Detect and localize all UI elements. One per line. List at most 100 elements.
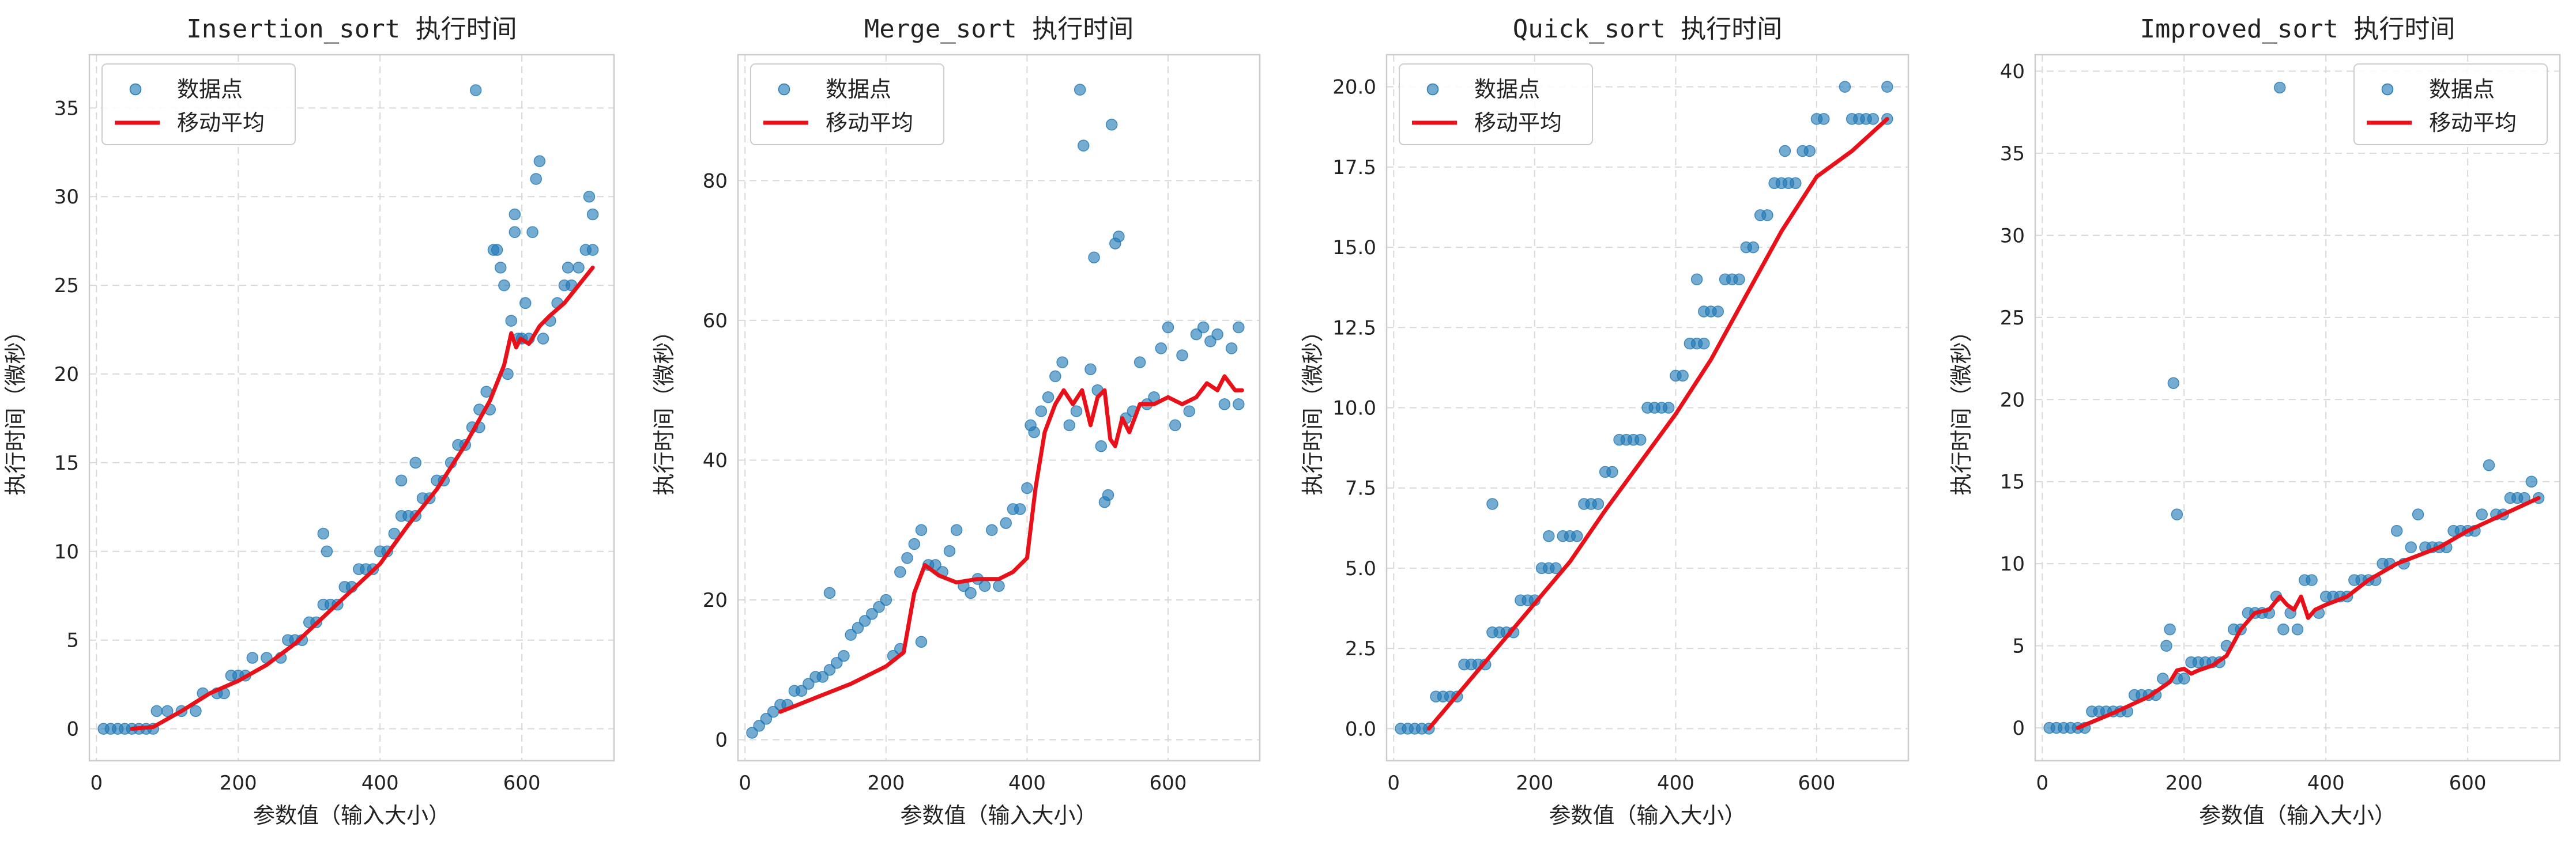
x-tick-label: 200 — [220, 772, 257, 795]
data-point — [494, 262, 507, 274]
plot-frame — [2034, 54, 2561, 762]
data-point — [1105, 119, 1118, 131]
y-tick-label: 0 — [66, 718, 79, 741]
data-point — [1225, 342, 1238, 354]
y-tick-label: 17.5 — [1332, 156, 1376, 179]
y-axis-label: 执行时间（微秒） — [1949, 320, 1974, 495]
legend-label-line: 移动平均 — [826, 110, 913, 135]
data-point — [2525, 475, 2538, 488]
data-point — [321, 545, 333, 558]
y-axis-label: 执行时间（微秒） — [3, 320, 28, 495]
data-point — [519, 297, 532, 309]
data-point — [409, 456, 421, 469]
data-point — [943, 545, 956, 557]
data-point — [469, 84, 482, 96]
legend-label-line: 移动平均 — [177, 110, 265, 135]
data-point — [1088, 251, 1100, 263]
data-point — [2476, 508, 2488, 520]
y-tick-label: 10 — [2000, 553, 2025, 576]
data-point — [950, 524, 963, 537]
x-axis-label: 参数值（输入大小） — [900, 803, 1097, 828]
y-tick-label: 15 — [2000, 471, 2025, 494]
moving-average-line — [2076, 496, 2541, 730]
data-point — [965, 587, 977, 599]
x-tick-label: 400 — [2307, 772, 2345, 795]
x-tick-label: 0 — [1387, 772, 1400, 795]
data-point — [526, 226, 538, 239]
legend-scatter-marker — [2381, 83, 2394, 96]
data-point — [894, 566, 906, 578]
legend-scatter-marker — [778, 83, 790, 96]
y-axis-label: 执行时间（微秒） — [651, 320, 677, 495]
data-point — [1176, 349, 1188, 361]
data-point — [190, 705, 202, 717]
data-point — [1733, 273, 1745, 286]
data-point — [1035, 405, 1048, 417]
y-tick-label: 12.5 — [1332, 316, 1376, 339]
data-point — [1155, 342, 1168, 354]
data-point — [586, 244, 599, 256]
data-point — [2167, 377, 2180, 390]
data-point — [161, 705, 174, 717]
moving-average-line — [778, 374, 1244, 714]
data-point — [845, 629, 857, 641]
data-point — [246, 652, 259, 664]
data-point — [2164, 623, 2176, 636]
moving-average-line — [1426, 116, 1889, 731]
data-point — [866, 608, 878, 620]
y-tick-label: 80 — [703, 169, 728, 192]
data-point — [993, 580, 1005, 592]
data-point — [2274, 81, 2286, 94]
y-tick-label: 60 — [703, 309, 728, 333]
x-tick-label: 400 — [361, 772, 399, 795]
data-point — [1233, 321, 1245, 334]
data-point — [1779, 145, 1791, 157]
data-point — [1049, 370, 1061, 383]
data-point — [1690, 273, 1703, 286]
data-point — [978, 580, 991, 592]
y-tick-label: 2.5 — [1345, 637, 1376, 660]
legend-label-scatter: 数据点 — [177, 77, 243, 102]
data-point — [1183, 405, 1195, 417]
x-axis-label: 参数值（输入大小） — [2199, 803, 2396, 828]
data-point — [1204, 335, 1217, 348]
y-tick-label: 30 — [2000, 224, 2025, 247]
y-tick-label: 35 — [2000, 142, 2025, 165]
data-point — [1028, 426, 1040, 439]
y-tick-label: 15 — [54, 452, 79, 475]
y-axis-label: 执行时间（微秒） — [1300, 320, 1325, 495]
chart-title: Insertion_sort 执行时间 — [186, 14, 517, 44]
data-point — [1486, 498, 1498, 510]
data-point — [908, 538, 920, 550]
y-tick-label: 30 — [54, 186, 79, 209]
data-point — [830, 656, 843, 669]
data-point — [2160, 640, 2172, 652]
chart-panel-4: 0 200 400 600 0 5 10 15 20 25 30 35 40 Improved_sort … — [1949, 14, 2561, 828]
data-point — [1102, 489, 1114, 501]
data-point — [852, 622, 864, 634]
data-point — [395, 474, 408, 486]
data-point — [1790, 177, 1802, 189]
data-point — [1218, 398, 1231, 410]
legend-scatter-marker — [1426, 83, 1439, 96]
y-tick-label: 25 — [54, 274, 79, 297]
data-point — [1197, 321, 1210, 334]
x-tick-label: 400 — [1657, 772, 1694, 795]
data-point — [1074, 84, 1086, 96]
legend-label-scatter: 数据点 — [826, 77, 891, 102]
y-tick-label: 40 — [703, 449, 728, 472]
x-tick-label: 200 — [2166, 772, 2203, 795]
plot-frame — [88, 54, 615, 762]
data-point — [1550, 562, 1562, 575]
moving-average-line — [130, 265, 595, 731]
data-point — [1867, 113, 1880, 125]
data-point — [498, 279, 510, 292]
data-point — [986, 524, 998, 537]
data-point — [816, 671, 829, 683]
y-tick-label: 0 — [715, 729, 728, 752]
y-tick-label: 5.0 — [1345, 557, 1376, 580]
y-tick-label: 40 — [2000, 60, 2025, 83]
y-tick-label: 5 — [2012, 635, 2025, 658]
data-point — [915, 636, 928, 648]
data-point — [746, 727, 758, 739]
